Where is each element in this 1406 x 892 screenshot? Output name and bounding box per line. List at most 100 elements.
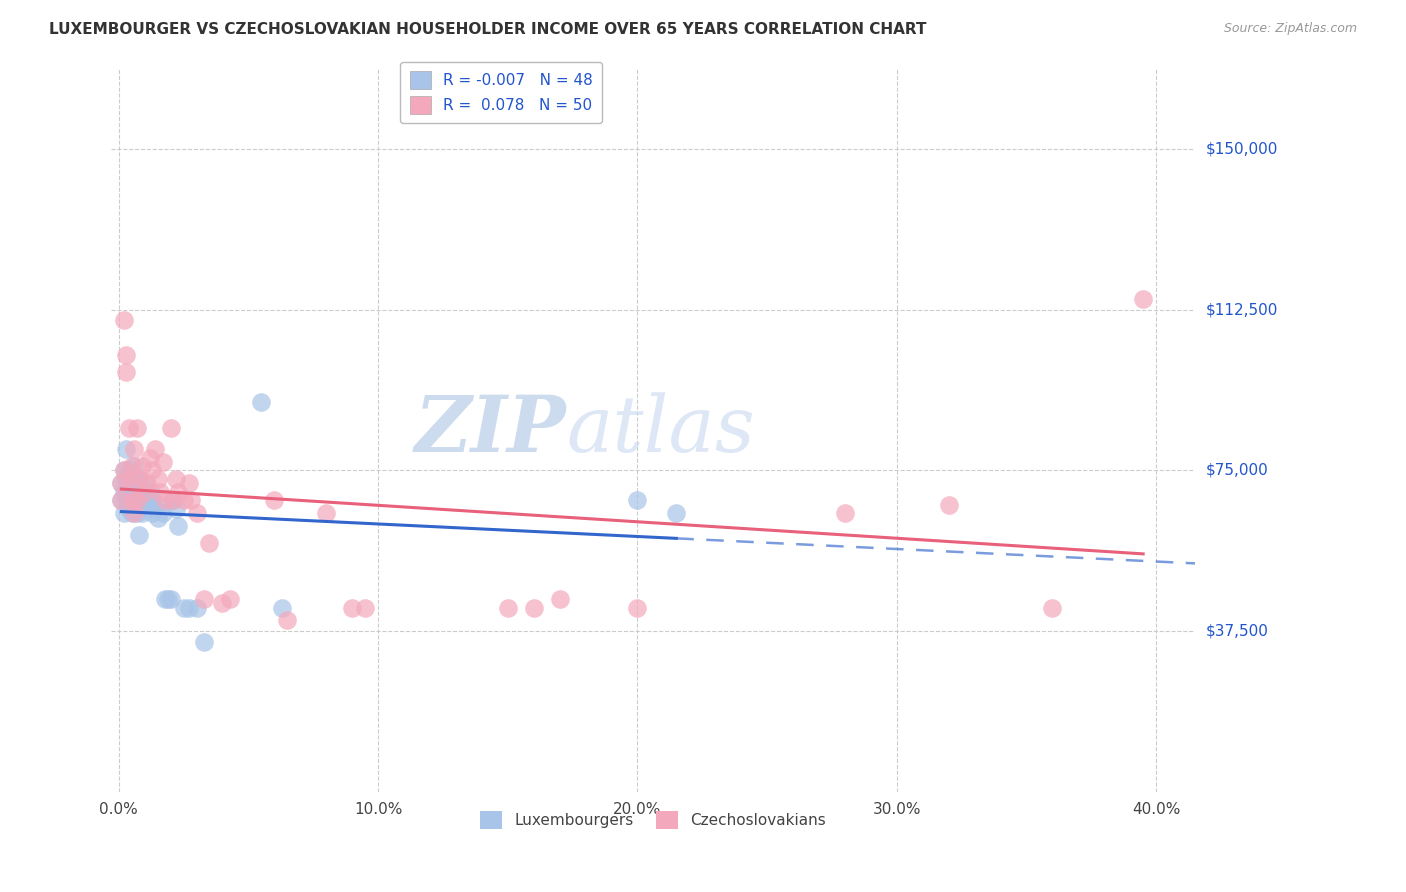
- Point: [340, 600, 363, 615]
- Point: [271, 600, 294, 615]
- Point: [834, 506, 856, 520]
- Point: [146, 472, 169, 486]
- Text: LUXEMBOURGER VS CZECHOSLOVAKIAN HOUSEHOLDER INCOME OVER 65 YEARS CORRELATION CHA: LUXEMBOURGER VS CZECHOSLOVAKIAN HOUSEHOL…: [49, 22, 927, 37]
- Point: [110, 493, 132, 508]
- Point: [162, 493, 184, 508]
- Point: [112, 463, 135, 477]
- Point: [134, 498, 156, 512]
- Point: [626, 600, 648, 615]
- Point: [121, 459, 143, 474]
- Point: [112, 484, 135, 499]
- Point: [149, 498, 172, 512]
- Point: [173, 493, 195, 508]
- Point: [156, 592, 179, 607]
- Point: [125, 420, 148, 434]
- Point: [139, 450, 162, 465]
- Point: [177, 476, 200, 491]
- Point: [122, 498, 145, 512]
- Point: [112, 313, 135, 327]
- Point: [141, 463, 163, 477]
- Point: [173, 600, 195, 615]
- Point: [118, 420, 141, 434]
- Point: [167, 484, 190, 499]
- Point: [315, 506, 337, 520]
- Point: [155, 592, 177, 607]
- Legend: Luxembourgers, Czechoslovakians: Luxembourgers, Czechoslovakians: [474, 805, 832, 835]
- Point: [193, 635, 215, 649]
- Point: [354, 600, 377, 615]
- Point: [115, 442, 138, 456]
- Point: [665, 506, 688, 520]
- Point: [115, 365, 138, 379]
- Point: [177, 600, 200, 615]
- Point: [128, 527, 150, 541]
- Point: [219, 592, 242, 607]
- Point: [186, 506, 208, 520]
- Point: [122, 476, 145, 491]
- Point: [131, 484, 153, 499]
- Point: [125, 493, 148, 508]
- Point: [134, 476, 156, 491]
- Point: [263, 493, 285, 508]
- Point: [121, 467, 143, 482]
- Point: [1132, 292, 1154, 306]
- Point: [165, 502, 187, 516]
- Point: [118, 481, 141, 495]
- Point: [548, 592, 571, 607]
- Point: [165, 472, 187, 486]
- Point: [159, 420, 181, 434]
- Point: [136, 476, 159, 491]
- Point: [115, 472, 138, 486]
- Point: [118, 502, 141, 516]
- Point: [155, 493, 177, 508]
- Point: [152, 506, 174, 520]
- Point: [276, 614, 298, 628]
- Point: [121, 506, 143, 520]
- Point: [110, 493, 132, 508]
- Point: [143, 502, 166, 516]
- Point: [122, 459, 145, 474]
- Point: [1040, 600, 1063, 615]
- Point: [125, 506, 148, 520]
- Point: [143, 442, 166, 456]
- Point: [118, 463, 141, 477]
- Point: [122, 506, 145, 520]
- Point: [141, 493, 163, 508]
- Text: $75,000: $75,000: [1206, 463, 1268, 478]
- Point: [496, 600, 519, 615]
- Point: [167, 519, 190, 533]
- Point: [159, 592, 181, 607]
- Point: [211, 596, 233, 610]
- Point: [193, 592, 215, 607]
- Point: [198, 536, 221, 550]
- Point: [125, 493, 148, 508]
- Point: [162, 493, 184, 508]
- Point: [118, 472, 141, 486]
- Point: [115, 348, 138, 362]
- Point: [112, 463, 135, 477]
- Point: [115, 493, 138, 508]
- Point: [134, 484, 156, 499]
- Point: [121, 493, 143, 508]
- Point: [131, 506, 153, 520]
- Point: [523, 600, 546, 615]
- Point: [186, 600, 208, 615]
- Text: ZIP: ZIP: [415, 392, 567, 468]
- Point: [250, 394, 273, 409]
- Text: $112,500: $112,500: [1206, 302, 1278, 318]
- Point: [112, 506, 135, 520]
- Text: $37,500: $37,500: [1206, 624, 1270, 639]
- Point: [626, 493, 648, 508]
- Point: [128, 472, 150, 486]
- Point: [180, 493, 202, 508]
- Text: $150,000: $150,000: [1206, 142, 1278, 156]
- Point: [149, 484, 172, 499]
- Text: atlas: atlas: [567, 392, 755, 468]
- Point: [110, 476, 132, 491]
- Point: [128, 472, 150, 486]
- Point: [131, 459, 153, 474]
- Point: [152, 455, 174, 469]
- Point: [139, 484, 162, 499]
- Point: [141, 506, 163, 520]
- Point: [125, 484, 148, 499]
